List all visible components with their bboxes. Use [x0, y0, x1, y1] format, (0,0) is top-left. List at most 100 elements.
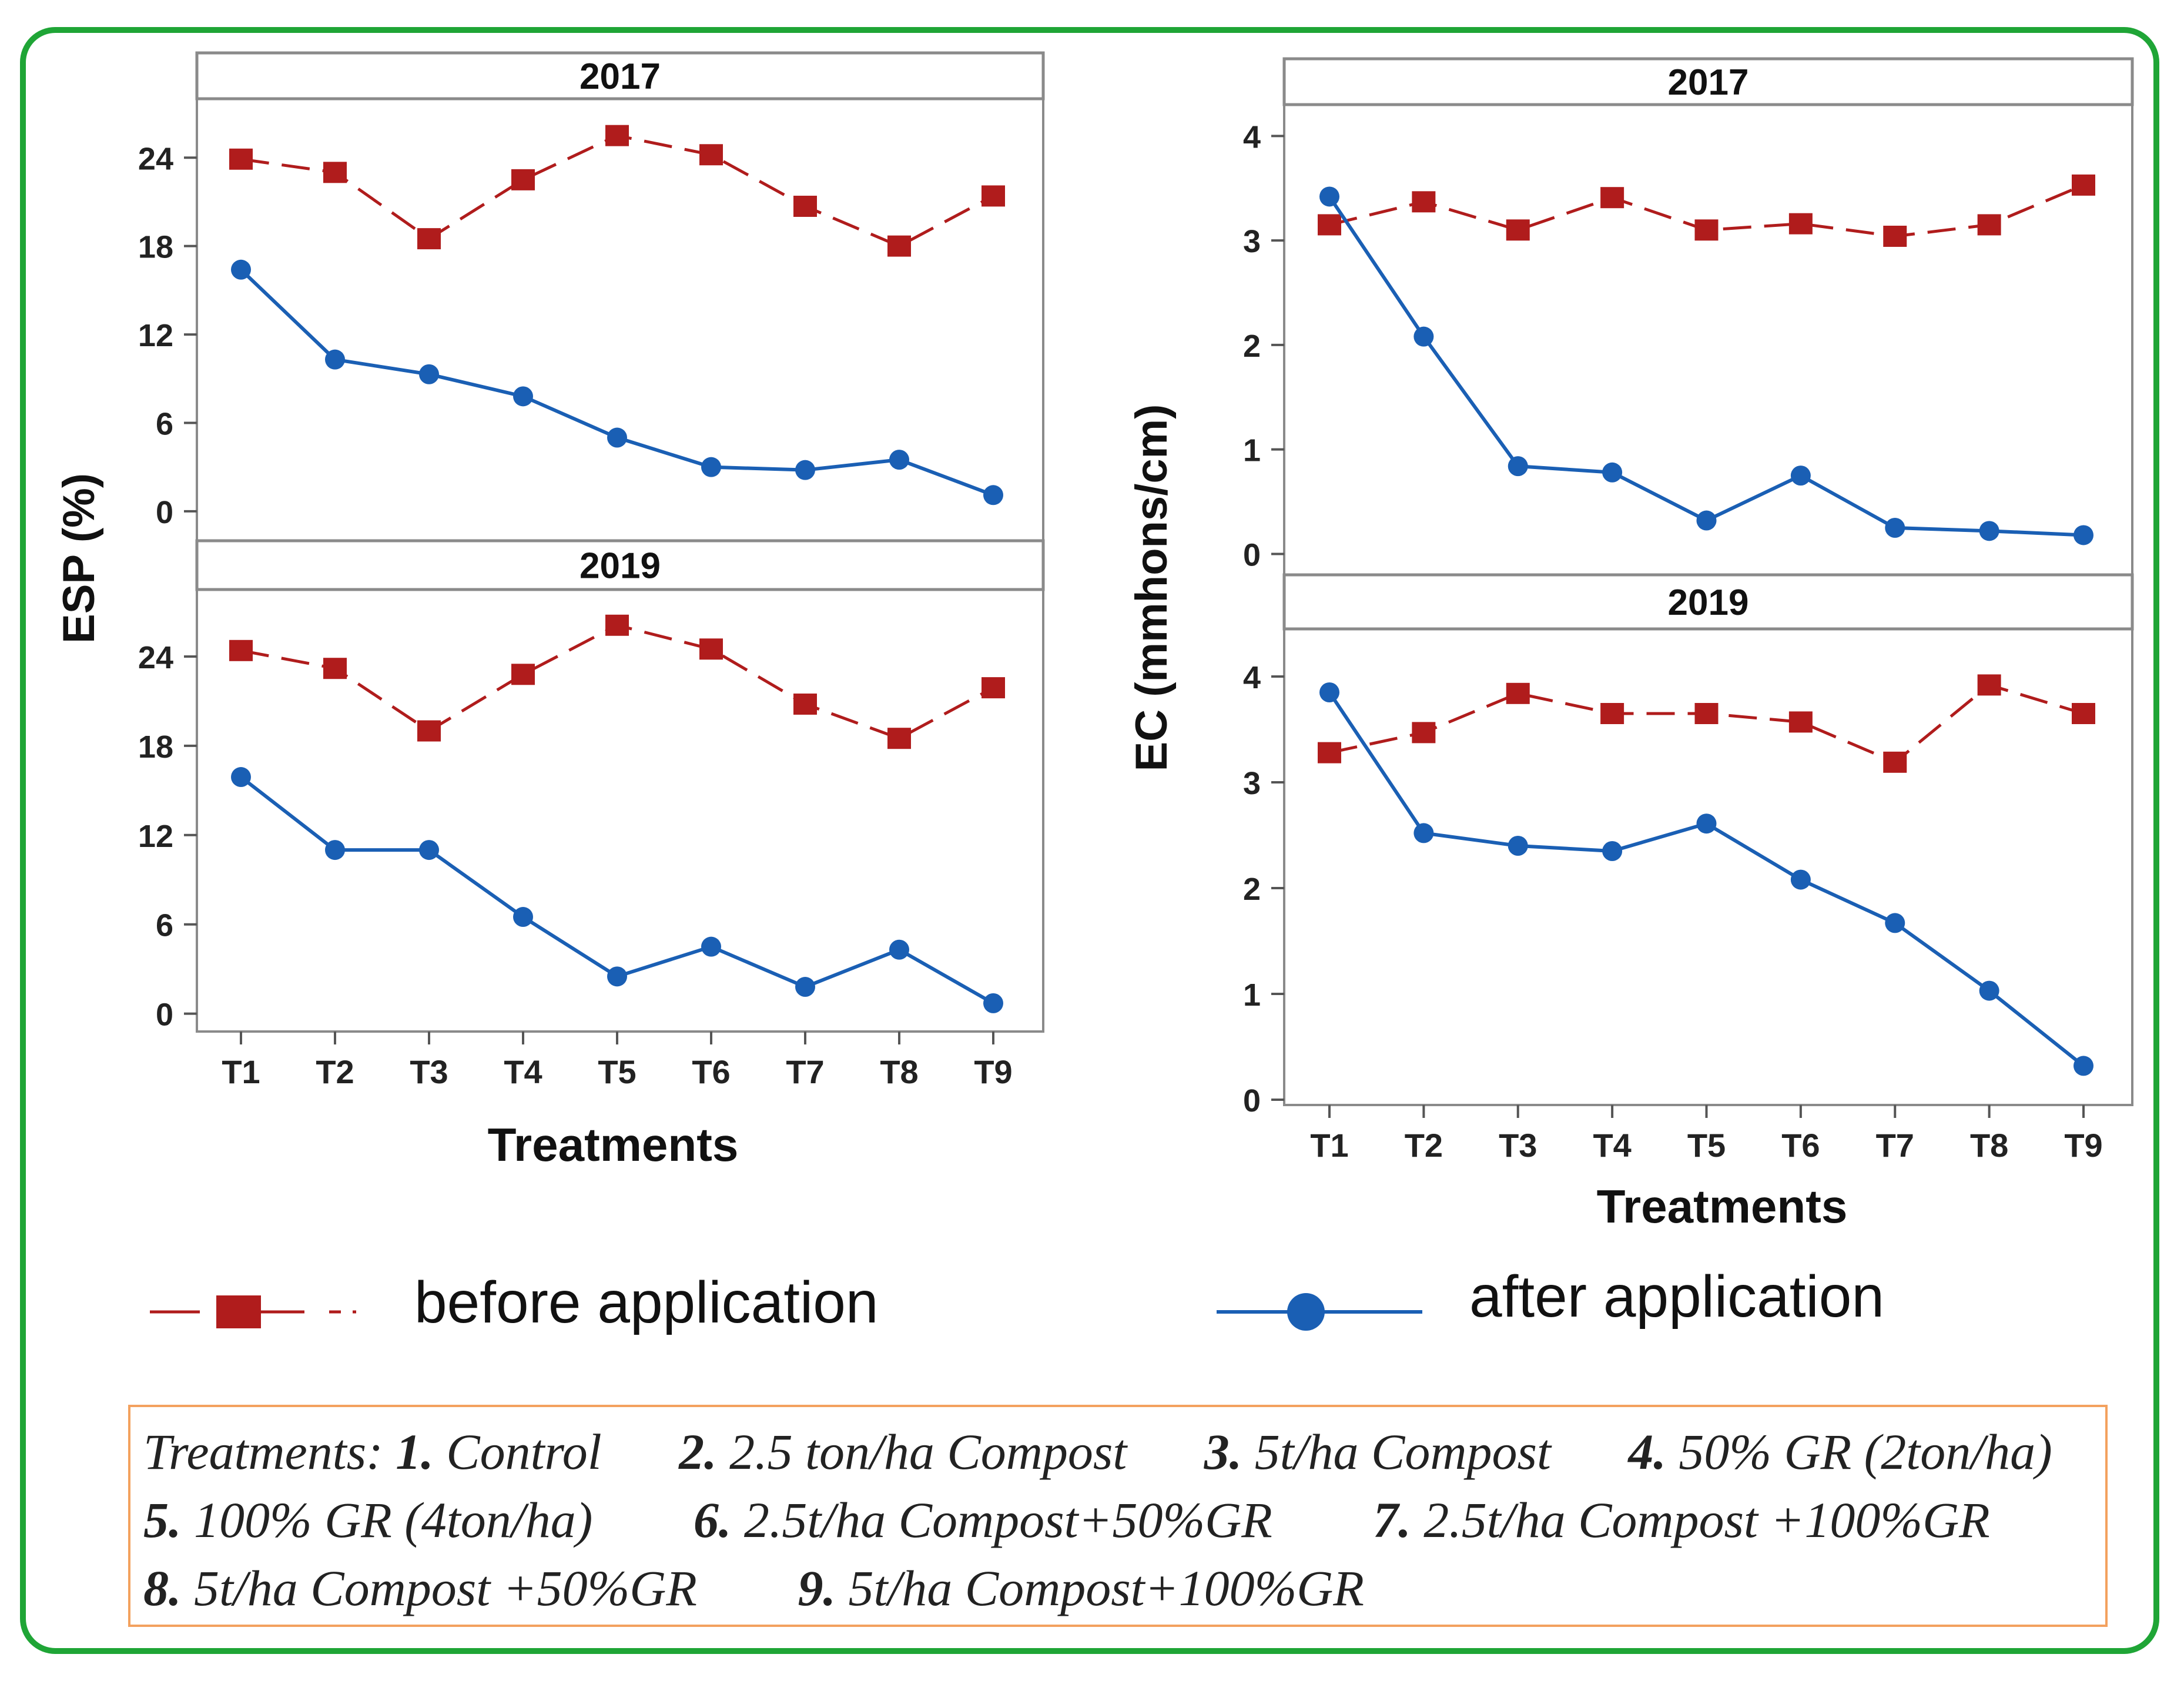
panel-strip [1282, 573, 2134, 631]
esp-y-axis-label: ESP (%) [54, 473, 104, 644]
after-point [1790, 466, 1811, 486]
x-tick-label: T5 [1687, 1127, 1726, 1164]
panel-border [1283, 574, 2133, 1106]
after-point [889, 939, 909, 960]
after-point [607, 427, 627, 448]
before-point [1694, 219, 1719, 241]
before-series-line [240, 624, 994, 740]
treatments-row-3: 8. 5t/ha Compost +50%GR 9. 5t/ha Compost… [143, 1554, 2092, 1622]
y-tick-label: 24 [138, 640, 173, 675]
treatment-number: 2. [679, 1424, 717, 1480]
x-tick-label: T3 [1499, 1127, 1537, 1164]
treatment-item: 5. 100% GR (4ton/ha) [143, 1486, 592, 1554]
y-tick-label: 12 [138, 819, 173, 854]
x-tick-label: T4 [504, 1053, 542, 1090]
after-point [701, 936, 721, 957]
x-tick-label: T9 [2064, 1127, 2102, 1164]
treatment-text: 5t/ha Compost +50%GR [194, 1560, 697, 1616]
before-point [323, 658, 347, 679]
after-point [1979, 521, 1999, 541]
treatment-number: 3. [1204, 1424, 1242, 1480]
legend-after-marker [1287, 1293, 1325, 1331]
x-tick-label: T8 [1970, 1127, 2008, 1164]
after-series-line [1328, 195, 2084, 537]
before-point [699, 144, 723, 166]
before-series-line [240, 134, 994, 248]
after-point [325, 840, 345, 860]
y-tick-label: 0 [1243, 537, 1261, 572]
panel-strip [195, 51, 1045, 101]
after-point [1413, 823, 1434, 843]
treatment-text: 5t/ha Compost+100%GR [848, 1560, 1364, 1616]
after-point [231, 767, 251, 788]
y-tick-label: 0 [1243, 1083, 1261, 1119]
before-point [323, 162, 347, 183]
treatments-row-2: 5. 100% GR (4ton/ha) 6. 2.5t/ha Compost+… [143, 1486, 2092, 1554]
after-point [1790, 869, 1811, 890]
x-tick-label: T6 [1781, 1127, 1820, 1164]
panel-esp-2017: 2017 0 6 12 18 24 [138, 51, 1045, 542]
esp-x-axis-label: Treatments [488, 1119, 739, 1171]
legend: before application after application [150, 1264, 1884, 1335]
y-tick-label: 18 [138, 729, 173, 765]
after-point [1602, 462, 1623, 483]
before-point [793, 693, 817, 715]
before-point [1412, 191, 1436, 213]
after-point [1413, 326, 1434, 347]
treatment-text: 5t/ha Compost [1254, 1424, 1551, 1480]
before-point [1977, 214, 2001, 236]
before-point [417, 228, 441, 250]
x-tick-label: T7 [1876, 1127, 1914, 1164]
after-point [2074, 525, 2093, 545]
before-point [1788, 711, 1813, 733]
treatment-number: 6. [693, 1492, 732, 1548]
x-tick-label: T3 [410, 1053, 448, 1090]
treatment-item: 3. 5t/ha Compost [1204, 1418, 1551, 1486]
treatment-text: Control [446, 1424, 602, 1480]
after-point [1885, 913, 1905, 933]
treatment-text: 2.5 ton/ha Compost [729, 1424, 1127, 1480]
treatments-legend-box: Treatments: 1. Control 2. 2.5 ton/ha Com… [128, 1405, 2108, 1627]
y-tick-label: 18 [138, 230, 173, 265]
ec-x-axis-label: Treatments [1597, 1180, 1848, 1233]
treatment-number: 8. [143, 1560, 182, 1616]
before-point [2072, 174, 2095, 196]
before-point [605, 125, 629, 146]
after-point [795, 977, 815, 997]
before-point [229, 639, 253, 661]
x-tick-label: T2 [1405, 1127, 1443, 1164]
treatment-number: 9. [798, 1560, 836, 1616]
x-tick-label: T2 [316, 1053, 354, 1090]
after-point [607, 966, 627, 987]
after-point [325, 349, 345, 370]
panel-ec-2017: 2017 0 1 2 3 4 [1243, 57, 2134, 576]
after-point [1885, 518, 1905, 538]
x-tick-label: T7 [786, 1053, 824, 1090]
treatment-item: 7. 2.5t/ha Compost +100%GR [1373, 1486, 1989, 1554]
y-tick-label: 0 [156, 997, 173, 1033]
before-point [1883, 226, 1907, 247]
y-tick-label: 2 [1243, 872, 1261, 907]
after-point [1696, 813, 1717, 834]
before-point [1883, 751, 1907, 773]
before-point [982, 677, 1005, 699]
after-point [513, 386, 533, 407]
before-point [1506, 219, 1530, 241]
legend-after-symbol [1217, 1293, 1422, 1331]
figure-frame [20, 27, 2159, 1654]
before-point [793, 195, 817, 217]
before-point [699, 638, 723, 660]
after-point [1602, 841, 1623, 861]
after-point [889, 450, 909, 470]
before-point [982, 185, 1005, 207]
after-point [701, 457, 721, 477]
before-point [2072, 703, 2095, 724]
treatment-number: 1. [396, 1424, 434, 1480]
after-point [419, 364, 439, 384]
treatment-number: 5. [143, 1492, 182, 1548]
after-point [2074, 1056, 2093, 1076]
before-point [1412, 722, 1436, 744]
y-tick-label: 1 [1243, 977, 1261, 1013]
legend-before-marker [216, 1295, 261, 1328]
before-point [511, 664, 535, 685]
